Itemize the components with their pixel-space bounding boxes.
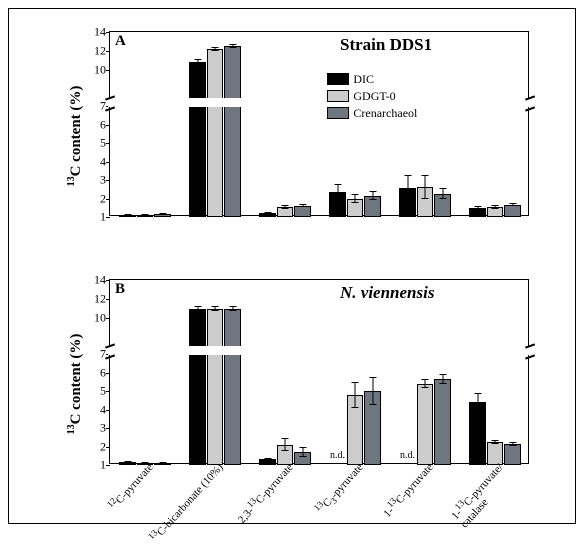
- panel-B: 13C content (%)BN. viennensis12345671012…: [69, 269, 539, 499]
- bar-Cren: [294, 206, 310, 217]
- y-axis-label: 13C content (%): [66, 334, 85, 435]
- legend-label: Crenarchaeol: [353, 106, 417, 121]
- plot-area: 1234567101214n.d.n.d.: [109, 279, 529, 464]
- bar-Cren: [224, 309, 240, 465]
- x-tick-label: 12C-pyruvate: [105, 459, 156, 513]
- bar-Cren: [224, 46, 240, 217]
- legend: DIC GDGT-0 Crenarchaeol: [327, 72, 417, 123]
- x-tick-label: 2,3-13C-pyruvate: [233, 459, 296, 526]
- bar-DIC: [469, 402, 485, 465]
- bar-Cren: [434, 379, 450, 465]
- legend-label: GDGT-0: [353, 89, 395, 104]
- x-tick-label: 1-13C-pyruvate/catalase: [447, 459, 515, 530]
- bar-GDGT0: [207, 49, 223, 217]
- figure-frame: 13C content (%)AStrain DDS11234567101214…: [8, 8, 576, 524]
- legend-item: DIC: [327, 72, 417, 87]
- x-tick-label: 13C3-pyruvate: [312, 459, 368, 518]
- bar-GDGT0: [417, 384, 433, 465]
- bar-DIC: [189, 62, 205, 217]
- x-tick-label: 13C-bicarbonate (10%): [146, 459, 226, 545]
- legend-label: DIC: [353, 72, 374, 87]
- y-axis-label: 13C content (%): [66, 86, 85, 187]
- plot-area: 1234567101214: [109, 31, 529, 216]
- legend-item: Crenarchaeol: [327, 106, 417, 121]
- bar-GDGT0: [207, 309, 223, 465]
- bar-Cren: [504, 205, 520, 217]
- panel-A: 13C content (%)AStrain DDS11234567101214…: [69, 21, 539, 251]
- x-axis-labels: 12C-pyruvate13C-bicarbonate (10%)2,3-13C…: [109, 459, 529, 529]
- legend-item: GDGT-0: [327, 89, 417, 104]
- x-tick-label: 1-13C-pyruvate: [379, 459, 436, 520]
- bar-DIC: [189, 309, 205, 465]
